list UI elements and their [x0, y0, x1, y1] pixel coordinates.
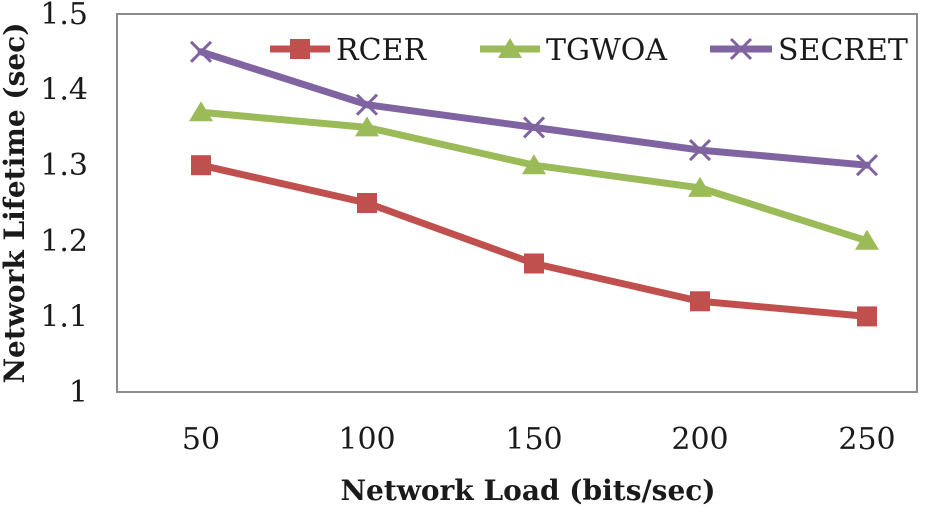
data-point-tgwoa — [189, 101, 213, 122]
series-layer — [189, 40, 879, 327]
series-secret — [189, 40, 879, 177]
data-point-rcer — [524, 253, 544, 274]
x-tick-label: 200 — [671, 422, 728, 457]
x-tick-label: 250 — [838, 422, 895, 457]
data-point-rcer — [857, 306, 877, 327]
plot-area-frame — [116, 13, 918, 393]
y-tick-label: 1.2 — [40, 224, 88, 259]
legend-marker — [498, 38, 522, 58]
data-point-rcer — [690, 291, 710, 312]
data-point-secret — [855, 154, 879, 177]
legend-marker — [290, 39, 310, 59]
legend-label: SECRET — [778, 33, 908, 68]
y-axis-ticks: 1 1.1 1.2 1.3 1.4 1.5 — [40, 0, 88, 410]
y-tick-label: 1 — [69, 375, 88, 410]
y-tick-label: 1.4 — [40, 73, 88, 108]
data-point-tgwoa — [522, 154, 546, 175]
series-line-tgwoa — [197, 108, 871, 245]
y-tick-label: 1.5 — [40, 0, 88, 32]
x-tick-label: 50 — [182, 422, 220, 457]
data-point-secret — [355, 93, 379, 116]
series-line-secret — [197, 48, 871, 169]
x-tick-label: 150 — [505, 422, 562, 457]
series-tgwoa — [189, 101, 879, 250]
data-point-tgwoa — [355, 116, 379, 137]
legend-label: TGWOA — [546, 33, 667, 68]
y-tick-label: 1.1 — [40, 299, 88, 334]
series-rcer — [191, 155, 877, 327]
data-point-tgwoa — [855, 229, 879, 250]
data-point-secret — [688, 139, 712, 162]
data-point-secret — [189, 40, 213, 63]
legend-item-secret: SECRET — [710, 33, 908, 68]
data-point-tgwoa — [688, 176, 712, 197]
x-tick-label: 100 — [338, 422, 395, 457]
x-axis-ticks: 50 100 150 200 250 — [182, 422, 896, 457]
x-axis-title: Network Load (bits/sec) — [340, 474, 715, 507]
y-tick-label: 1.3 — [40, 148, 88, 183]
legend-label: RCER — [336, 33, 427, 68]
legend-marker — [729, 37, 753, 61]
legend: RCER TGWOA SECRET — [270, 33, 908, 68]
data-point-secret — [522, 116, 546, 139]
legend-item-tgwoa: TGWOA — [480, 33, 667, 68]
y-axis-title: Network Lifetime (sec) — [0, 22, 31, 383]
legend-item-rcer: RCER — [270, 33, 427, 68]
data-point-rcer — [357, 193, 377, 213]
series-line-rcer — [197, 161, 871, 320]
data-point-rcer — [191, 155, 211, 176]
